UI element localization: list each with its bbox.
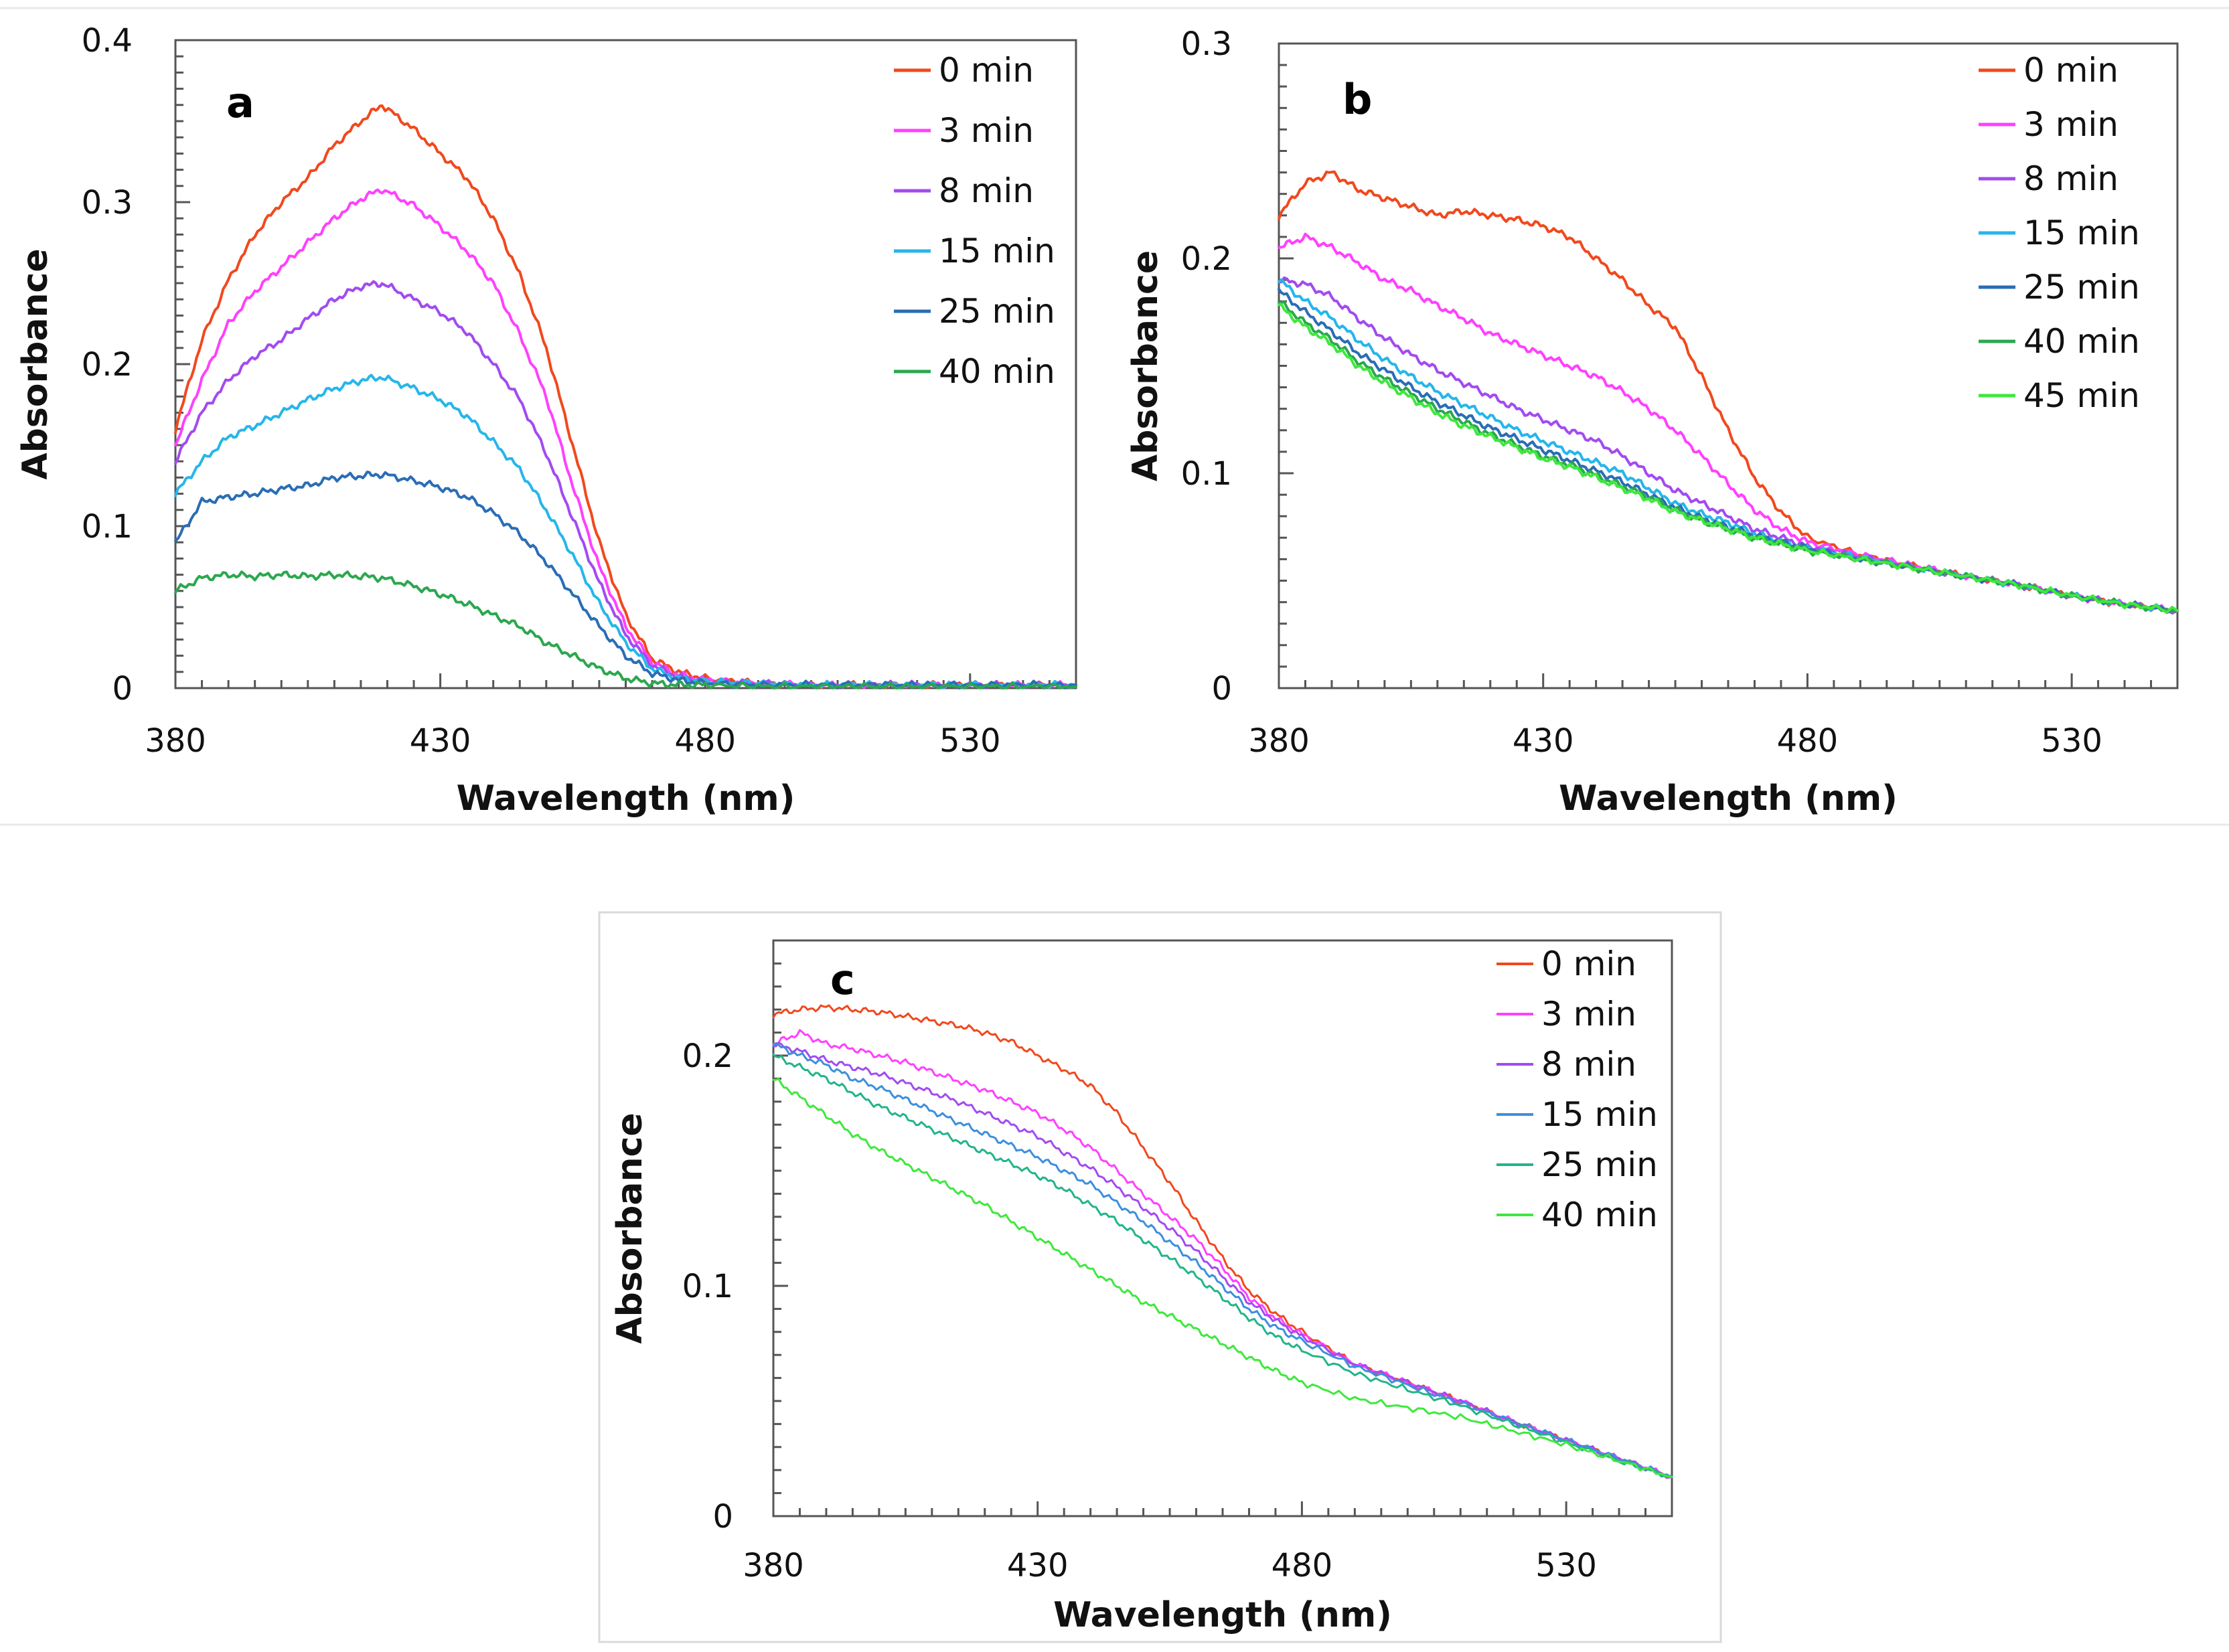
panel-c-legend-label: 15 min <box>1541 1095 1658 1134</box>
panel-c-series-line-8-min <box>772 1042 1673 1479</box>
panel-c-x-axis-label: Wavelength (nm) <box>1053 1595 1392 1635</box>
panel-b-y-tick-label: 0 <box>1211 670 1232 708</box>
panel-b-legend-label: 3 min <box>2023 105 2119 144</box>
panel-c-series-line-15-min <box>772 1042 1673 1478</box>
panel-b-tag: b <box>1342 75 1372 124</box>
panel-a-legend-label: 15 min <box>939 232 1055 270</box>
panel-c-legend-label: 3 min <box>1541 995 1636 1034</box>
panel-b-legend-label: 8 min <box>2023 159 2119 198</box>
panel-c-x-tick-label: 380 <box>743 1547 804 1584</box>
panel-b-x-tick-label: 480 <box>1777 722 1839 760</box>
panel-b-legend-label: 45 min <box>2023 376 2140 415</box>
panel-a-legend-label: 8 min <box>939 171 1034 210</box>
panel-c-legend-label: 40 min <box>1541 1195 1658 1234</box>
panel-c-x-tick-label: 530 <box>1535 1547 1597 1584</box>
panel-b-legend-label: 40 min <box>2023 322 2140 361</box>
panel-a-series-line-15-min <box>174 374 1077 689</box>
panel-b-legend-label: 0 min <box>2023 51 2119 90</box>
panel-c-x-tick-label: 430 <box>1007 1547 1069 1584</box>
panel-c-y-axis-label: Absorbance <box>610 1112 650 1343</box>
panel-a-y-tick-label: 0.3 <box>82 184 133 222</box>
panel-a: 0 0.1 0.2 0.3 0.4 380 430 480 530 Wavelength (nm)… <box>15 22 1077 819</box>
panel-a-legend-label: 3 min <box>939 111 1034 150</box>
panel-c-legend-label: 0 min <box>1541 944 1636 983</box>
panel-a-x-tick-label: 530 <box>939 722 1001 760</box>
panel-c-frame <box>598 911 1722 1643</box>
panel-c-legend-label: 25 min <box>1541 1145 1658 1184</box>
panel-b-x-tick-label: 530 <box>2041 722 2102 760</box>
panel-a-y-tick-label: 0.1 <box>82 508 133 546</box>
panel-a-y-axis-label: Absorbance <box>15 248 56 479</box>
panel-b-y-tick-label: 0.2 <box>1181 240 1232 278</box>
panel-a-x-tick-label: 480 <box>674 722 736 760</box>
panel-b-legend-label: 25 min <box>2023 268 2140 307</box>
panel-c-series-line-0-min <box>772 1004 1673 1478</box>
panel-a-y-tick-label: 0 <box>112 670 133 708</box>
panel-a-y-tick-label: 0.4 <box>82 22 133 60</box>
panel-b-y-tick-label: 0.3 <box>1181 25 1232 63</box>
panel-a-x-axis-label: Wavelength (nm) <box>457 778 795 819</box>
panel-a-legend-label: 25 min <box>939 292 1055 331</box>
panel-b-legend-label: 15 min <box>2023 214 2140 252</box>
panel-a-legend-label: 0 min <box>939 51 1034 90</box>
panel-a-x-tick-label: 430 <box>410 722 471 760</box>
panel-b-series-line-45-min <box>1278 303 2179 614</box>
panel-a-legend-label: 40 min <box>939 352 1055 391</box>
panel-b: 0 0.1 0.2 0.3 380 430 480 530 Wavelength (nm) Abs… <box>1126 25 2179 819</box>
panel-c-y-tick-label: 0.1 <box>682 1268 733 1305</box>
panel-c-y-tick-label: 0 <box>712 1498 733 1536</box>
panel-c-series-line-25-min <box>772 1053 1673 1478</box>
panel-b-y-tick-label: 0.1 <box>1181 455 1232 493</box>
panel-c-x-tick-label: 480 <box>1272 1547 1333 1584</box>
panel-c: 0 0.1 0.2 380 430 480 530 Wavelength (nm) Absorb… <box>610 939 1673 1635</box>
panel-a-y-tick-label: 0.2 <box>82 346 133 384</box>
panel-c-series-line-40-min <box>772 1078 1673 1478</box>
panel-c-legend-label: 8 min <box>1541 1045 1636 1084</box>
panel-a-series-line-40-min <box>174 570 1077 689</box>
panel-b-y-axis-label: Absorbance <box>1126 250 1166 481</box>
panel-b-x-tick-label: 380 <box>1248 722 1310 760</box>
panel-b-x-axis-label: Wavelength (nm) <box>1559 778 1898 819</box>
panel-b-x-tick-label: 430 <box>1513 722 1574 760</box>
panel-a-tag: a <box>226 78 254 127</box>
panel-a-x-tick-label: 380 <box>145 722 206 760</box>
panel-c-y-tick-label: 0.2 <box>682 1038 733 1075</box>
panel-a-series-line-25-min <box>174 471 1077 689</box>
panel-c-tag: c <box>830 955 855 1004</box>
panel-b-series-line-40-min <box>1278 300 2179 612</box>
